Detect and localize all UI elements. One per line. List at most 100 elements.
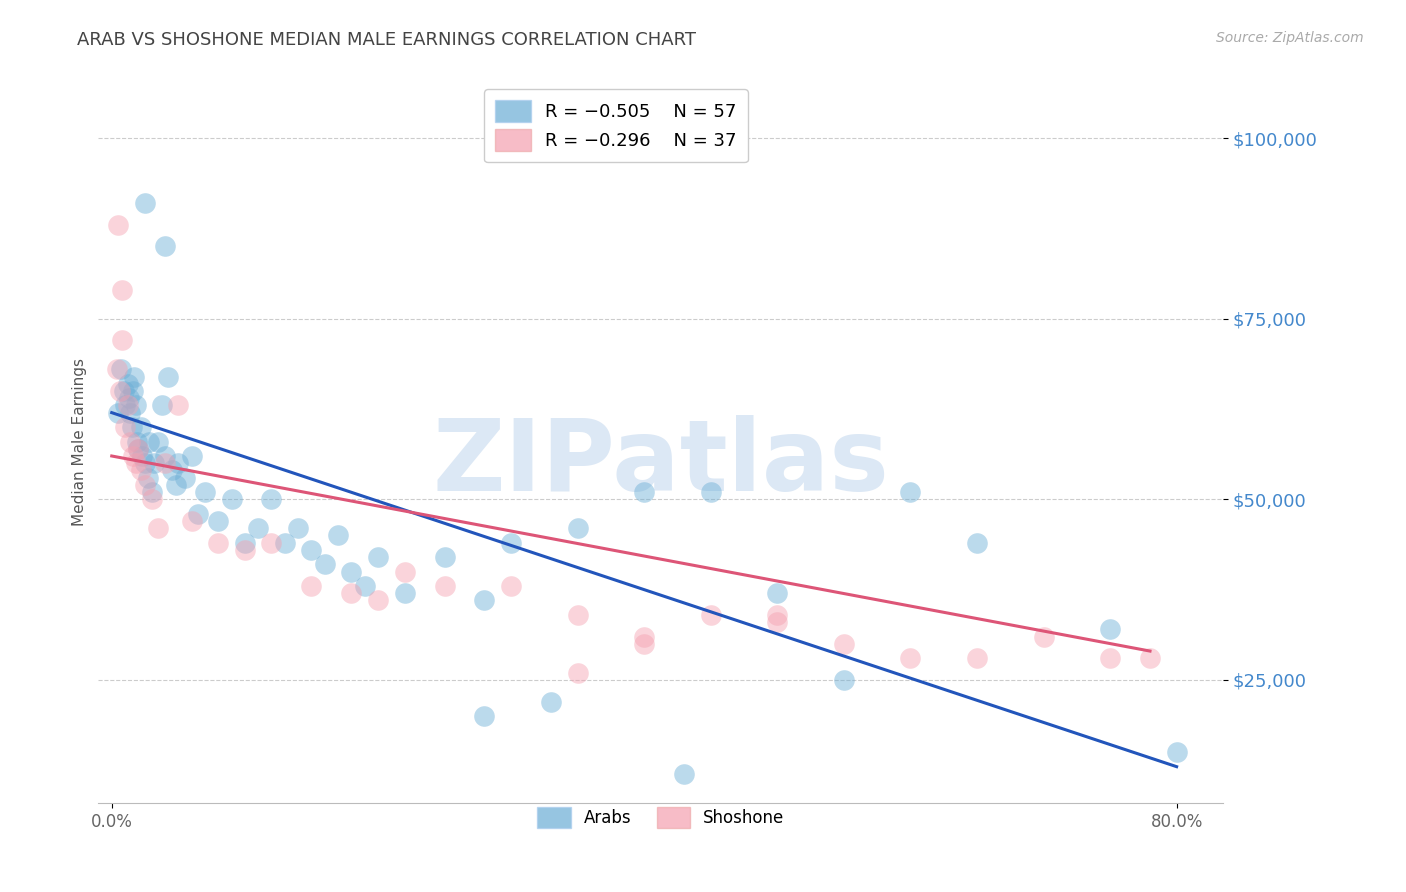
Arabs [340,565,363,579]
Arabs [134,456,156,470]
Arabs [766,586,789,600]
Shoshone [167,398,190,412]
Shoshone [129,463,152,477]
Arabs [125,434,148,449]
Shoshone [433,579,456,593]
Shoshone [394,565,416,579]
Arabs [326,528,349,542]
Y-axis label: Median Male Earnings: Median Male Earnings [72,358,87,525]
Arabs [118,391,141,405]
Shoshone [122,449,145,463]
Arabs [153,239,176,253]
Shoshone [966,651,988,665]
Shoshone [299,579,322,593]
Arabs [367,550,389,565]
Arabs [180,449,202,463]
Arabs [499,535,522,549]
Arabs [233,535,256,549]
Arabs [260,492,283,507]
Arabs [153,449,176,463]
Arabs [124,369,146,384]
Shoshone [340,586,363,600]
Shoshone [367,593,389,607]
Arabs [207,514,229,528]
Shoshone [141,492,163,507]
Shoshone [107,218,129,232]
Arabs [112,384,135,398]
Shoshone [633,637,655,651]
Arabs [117,376,139,391]
Shoshone [111,283,134,297]
Arabs [832,673,855,687]
Shoshone [1139,651,1161,665]
Shoshone [134,478,156,492]
Shoshone [125,456,148,470]
Arabs [314,558,336,572]
Arabs [148,434,170,449]
Arabs [194,485,217,500]
Arabs [156,369,179,384]
Text: ZIPatlas: ZIPatlas [433,415,889,512]
Shoshone [180,514,202,528]
Arabs [673,767,696,781]
Shoshone [567,607,589,622]
Arabs [143,456,166,470]
Arabs [165,478,187,492]
Arabs [110,362,132,376]
Arabs [187,507,209,521]
Shoshone [148,521,170,535]
Shoshone [105,362,128,376]
Arabs [287,521,309,535]
Shoshone [1032,630,1054,644]
Arabs [150,398,173,412]
Arabs [1166,745,1188,759]
Arabs [633,485,655,500]
Arabs [174,470,197,484]
Shoshone [832,637,855,651]
Shoshone [633,630,655,644]
Arabs [107,406,129,420]
Arabs [127,442,149,456]
Arabs [433,550,456,565]
Shoshone [111,334,134,348]
Shoshone [127,442,149,456]
Shoshone [153,456,176,470]
Shoshone [499,579,522,593]
Shoshone [114,420,136,434]
Arabs [167,456,190,470]
Arabs [353,579,375,593]
Arabs [114,398,136,412]
Arabs [160,463,183,477]
Arabs [125,398,148,412]
Arabs [567,521,589,535]
Shoshone [207,535,229,549]
Arabs [274,535,297,549]
Shoshone [1099,651,1122,665]
Arabs [122,384,145,398]
Arabs [474,593,496,607]
Shoshone [260,535,283,549]
Arabs [129,420,152,434]
Arabs [394,586,416,600]
Arabs [700,485,723,500]
Arabs [136,470,159,484]
Arabs [221,492,243,507]
Text: ARAB VS SHOSHONE MEDIAN MALE EARNINGS CORRELATION CHART: ARAB VS SHOSHONE MEDIAN MALE EARNINGS CO… [77,31,696,49]
Arabs [247,521,270,535]
Arabs [134,196,156,211]
Arabs [121,420,143,434]
Shoshone [766,607,789,622]
Arabs [141,485,163,500]
Shoshone [117,398,139,412]
Shoshone [233,542,256,557]
Text: Source: ZipAtlas.com: Source: ZipAtlas.com [1216,31,1364,45]
Shoshone [120,434,142,449]
Arabs [1099,623,1122,637]
Shoshone [108,384,131,398]
Arabs [120,406,142,420]
Arabs [900,485,922,500]
Arabs [131,449,153,463]
Arabs [299,542,322,557]
Arabs [138,434,160,449]
Shoshone [567,665,589,680]
